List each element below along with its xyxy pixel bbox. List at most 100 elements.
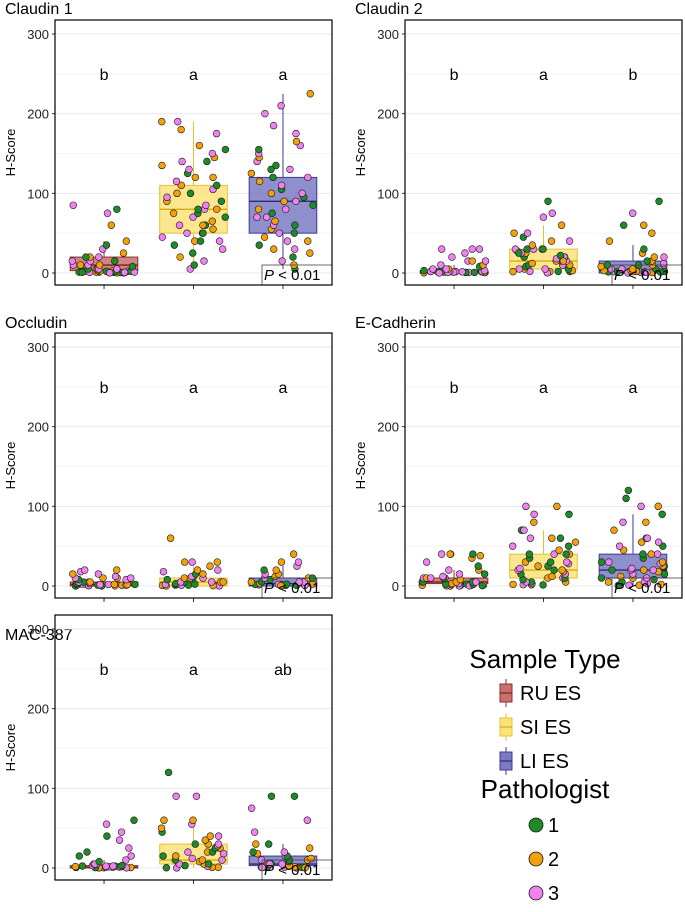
data-point (111, 572, 120, 581)
data-point (120, 268, 129, 277)
data-point (194, 205, 202, 213)
data-point (122, 237, 131, 245)
data-point (195, 141, 204, 150)
data-point (185, 165, 193, 174)
data-point (199, 221, 207, 229)
data-point (448, 253, 456, 261)
data-point (172, 792, 180, 800)
data-point (213, 205, 221, 213)
data-point (275, 229, 283, 237)
data-point (209, 173, 217, 182)
y-tick-label: 100 (377, 499, 399, 514)
data-point (208, 217, 216, 225)
y-tick-label: 100 (377, 186, 399, 201)
data-point (218, 856, 226, 864)
data-point (520, 526, 528, 534)
y-tick-label: 200 (27, 107, 49, 122)
data-point (180, 558, 189, 566)
data-point (295, 578, 303, 586)
y-tick-label: 200 (27, 420, 49, 435)
y-tick-label: 300 (27, 622, 49, 637)
data-point (437, 550, 446, 558)
data-point (628, 265, 637, 273)
data-point (558, 566, 566, 574)
data-point (291, 221, 299, 229)
y-tick-label: 300 (377, 340, 399, 355)
legend-key-point (528, 817, 544, 833)
data-point (215, 237, 224, 245)
data-point (306, 249, 314, 257)
y-axis-label: H-Score (353, 129, 368, 177)
data-point (290, 245, 299, 253)
data-point (107, 221, 116, 229)
legend-key-point (528, 885, 544, 901)
data-point (255, 145, 263, 154)
data-point (654, 502, 662, 511)
y-tick-label: 100 (27, 186, 49, 201)
data-point (660, 570, 669, 578)
data-point (597, 558, 606, 566)
data-point (539, 245, 547, 253)
data-point (252, 840, 260, 848)
data-point (96, 581, 104, 589)
data-point (640, 566, 648, 574)
data-point (271, 217, 279, 225)
data-point (480, 570, 489, 578)
data-point (254, 205, 263, 213)
y-tick-label: 0 (42, 861, 49, 876)
y-axis-label: H-Score (353, 442, 368, 490)
data-point (188, 854, 196, 863)
data-point (548, 534, 556, 542)
data-point (272, 161, 280, 170)
data-point (184, 848, 192, 856)
y-tick-label: 100 (27, 781, 49, 796)
data-point (249, 848, 257, 856)
data-point (565, 237, 574, 245)
data-point (564, 542, 573, 550)
pvalue-label: P < 0.01 (264, 580, 320, 597)
data-point (571, 538, 580, 546)
data-point (510, 229, 518, 237)
data-point (196, 237, 205, 245)
panel-border (404, 19, 683, 286)
legend-key-point (528, 851, 544, 867)
data-point (267, 792, 276, 800)
significance-letter: a (279, 67, 288, 84)
data-point (260, 566, 268, 574)
data-point (625, 581, 633, 589)
data-point (214, 566, 222, 574)
data-point (523, 229, 532, 237)
panel-title: E-Cadherin (355, 315, 436, 332)
significance-letter: b (100, 67, 109, 84)
data-point (127, 574, 135, 582)
data-point (429, 265, 437, 273)
data-point (125, 844, 133, 852)
data-point (81, 566, 89, 574)
significance-letter: b (100, 662, 109, 679)
data-point (199, 229, 207, 237)
legend-title-sample-type: Sample Type (469, 644, 620, 674)
data-point (191, 173, 200, 182)
data-point (189, 213, 197, 221)
data-point (113, 205, 121, 213)
data-point (283, 237, 292, 245)
data-point (221, 145, 230, 154)
data-point (202, 201, 210, 209)
data-point (304, 173, 312, 182)
data-point (198, 856, 207, 864)
data-point (191, 580, 199, 588)
data-point (170, 241, 179, 249)
data-point (247, 169, 256, 178)
data-point (539, 581, 547, 589)
panel-title: Occludin (5, 315, 67, 332)
data-point (219, 849, 228, 858)
data-point (190, 261, 198, 269)
data-point (565, 510, 573, 518)
data-point (286, 165, 294, 174)
data-point (177, 125, 185, 134)
y-tick-label: 0 (392, 579, 399, 594)
data-point (478, 581, 487, 590)
data-point (659, 259, 668, 268)
